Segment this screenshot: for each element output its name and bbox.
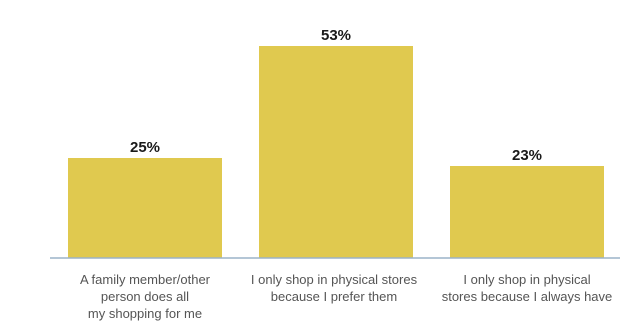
value-label-2: 53% — [321, 27, 351, 44]
category-label-1-line-2: person does all — [101, 289, 189, 304]
bar-3 — [450, 166, 604, 258]
category-label-3-line-1: I only shop in physical — [463, 272, 590, 287]
category-label-2-line-1: I only shop in physical stores — [251, 272, 418, 287]
category-label-2-line-2: because I prefer them — [271, 289, 397, 304]
value-label-1: 25% — [130, 139, 160, 156]
category-label-1-line-1: A family member/other — [80, 272, 211, 287]
bar-1 — [68, 158, 222, 258]
category-label-1-line-3: my shopping for me — [88, 306, 202, 321]
bar-2 — [259, 46, 413, 258]
value-label-3: 23% — [512, 147, 542, 164]
category-label-3-line-2: stores because I always have — [442, 289, 613, 304]
